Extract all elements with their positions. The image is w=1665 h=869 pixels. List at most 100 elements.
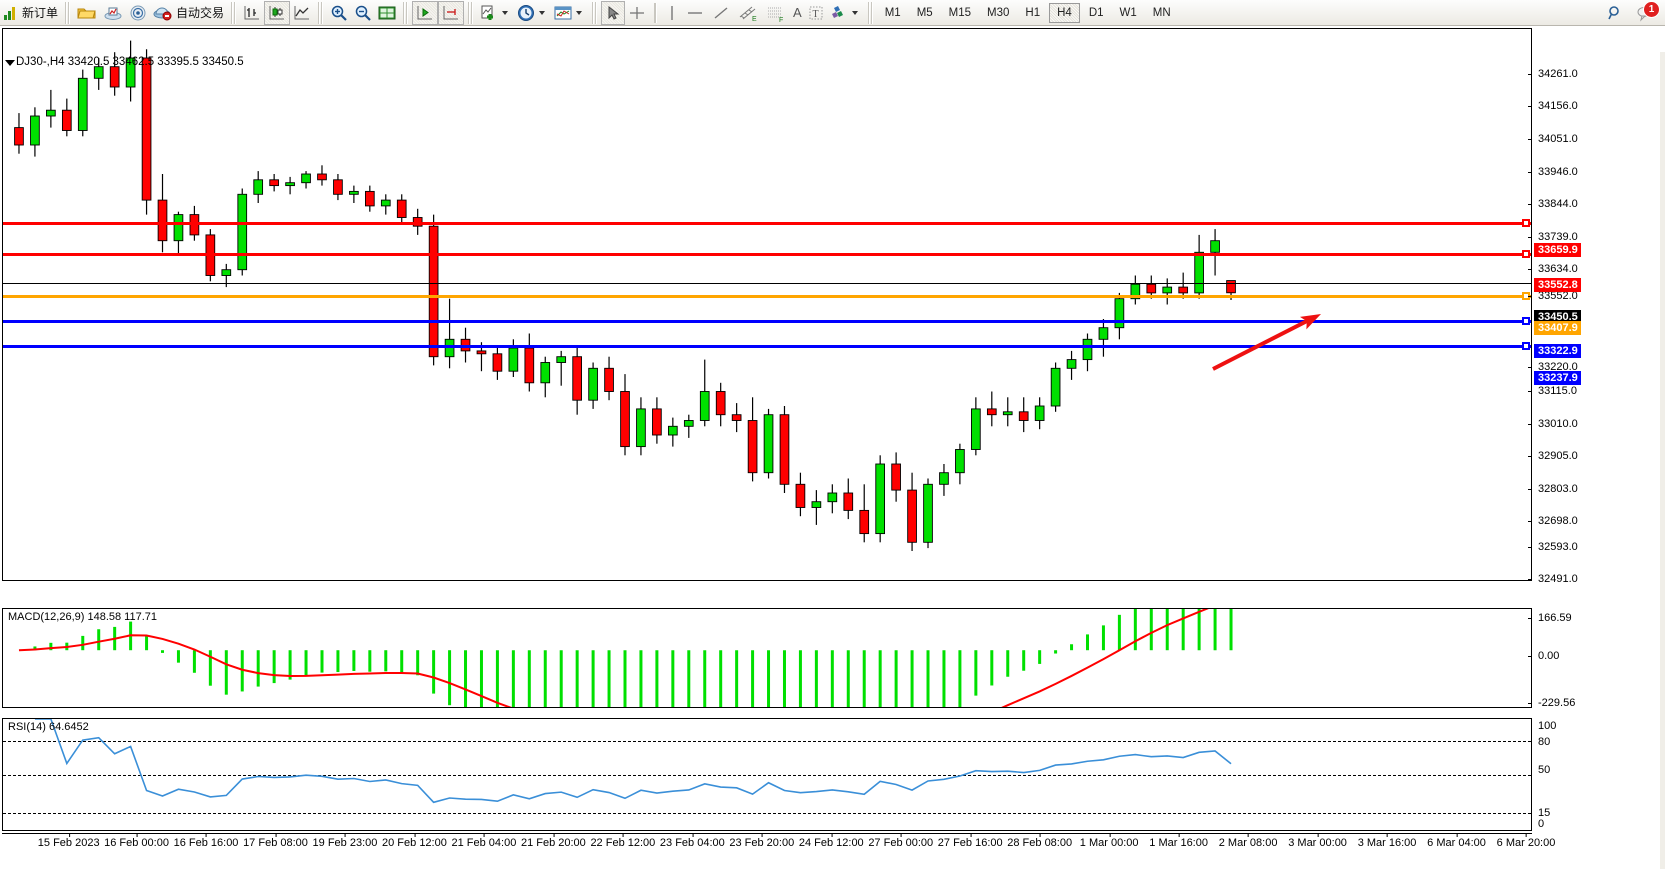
candlestick-chart-button[interactable] — [264, 0, 291, 25]
price-tick: 33844.0 — [1528, 198, 1578, 210]
time-tick: 1 Mar 16:00 — [1149, 833, 1208, 849]
time-tick: 22 Feb 12:00 — [590, 833, 655, 849]
price-scale[interactable]: 34261.0 34156.0 34051.0 33946.0 33844.0 33739… — [1528, 28, 1665, 831]
periods-button[interactable] — [514, 1, 551, 25]
svg-text:T: T — [812, 9, 818, 20]
timeframe-m15[interactable]: M15 — [948, 6, 972, 19]
level-line-resistance-2[interactable] — [3, 253, 1531, 257]
macd-pane[interactable]: MACD(12,26,9) 148.58 117.71 — [2, 608, 1532, 708]
chevron-down-icon-4[interactable] — [851, 10, 858, 15]
time-tick: 3 Mar 00:00 — [1288, 833, 1347, 849]
toolbar-separator-2 — [229, 1, 239, 24]
search-button[interactable] — [1603, 1, 1627, 25]
crosshair-icon — [628, 4, 646, 22]
chart-area[interactable]: DJ30-,H4 33420.5 33462.5 33395.5 33450.5… — [0, 26, 1665, 869]
tile-windows-icon — [378, 5, 396, 21]
time-scale[interactable]: 15 Feb 2023 16 Feb 00:00 16 Feb 16:00 17 Fe… — [2, 833, 1555, 868]
time-tick: 3 Mar 16:00 — [1358, 833, 1416, 849]
level-line-pending-order[interactable] — [3, 295, 1531, 299]
rsi-tick: 80 — [1538, 736, 1551, 748]
level-line-support-1[interactable] — [3, 320, 1531, 324]
chevron-down-icon[interactable] — [502, 10, 509, 15]
vertical-line-button[interactable] — [662, 1, 682, 25]
price-tick: 33552.0 — [1528, 290, 1578, 302]
time-tick: 24 Feb 12:00 — [799, 833, 864, 849]
time-tick: 15 Feb 2023 — [38, 833, 100, 849]
price-tick: 34156.0 — [1528, 100, 1578, 112]
templates-button[interactable] — [551, 1, 588, 25]
chevron-down-icon-3[interactable] — [576, 10, 583, 15]
indicators-button[interactable] — [477, 1, 514, 25]
chart-shift-button[interactable] — [438, 0, 465, 25]
time-tick: 23 Feb 20:00 — [729, 833, 794, 849]
bar-chart-icon — [243, 4, 261, 22]
fibonacci-button[interactable]: F — [762, 1, 790, 25]
price-pane[interactable] — [2, 28, 1532, 581]
profiles-folder-button[interactable] — [74, 1, 100, 25]
auto-trading-label: 自动交易 — [176, 6, 225, 20]
macd-plot — [18, 609, 1233, 707]
auto-scroll-button[interactable] — [412, 0, 439, 25]
timeframe-h4[interactable]: H4 — [1049, 2, 1080, 23]
tile-windows-button[interactable] — [375, 1, 399, 25]
main-toolbar: 新订单 — [0, 0, 1665, 26]
timeframe-mn[interactable]: MN — [1152, 6, 1171, 19]
price-marker-support[interactable]: 33237.9 — [1534, 371, 1581, 385]
price-marker-bid[interactable]: 33450.5 — [1534, 310, 1581, 324]
timeframe-group: M1 M5 M15 M30 H1 H4 D1 W1 MN — [877, 2, 1179, 23]
market-watch-button[interactable] — [100, 1, 126, 25]
chart-shift-icon — [442, 4, 460, 22]
time-tick: 16 Feb 00:00 — [104, 833, 169, 849]
alert-badge: 1 — [1643, 0, 1660, 18]
level-handle-support-2[interactable] — [1522, 341, 1530, 350]
chevron-down-icon-2[interactable] — [539, 10, 546, 15]
level-handle-resistance-2[interactable] — [1522, 250, 1530, 259]
time-tick: 23 Feb 04:00 — [660, 833, 725, 849]
level-line-resistance-1[interactable] — [3, 222, 1531, 226]
macd-tick: 166.59 — [1528, 612, 1572, 624]
equidistant-channel-button[interactable]: E — [734, 1, 762, 25]
toolbar-separator-7 — [654, 2, 658, 23]
zoom-in-button[interactable] — [327, 1, 351, 25]
text-label-button[interactable]: T — [805, 1, 827, 25]
text-button[interactable]: A — [790, 1, 805, 25]
timeframe-m30[interactable]: M30 — [987, 6, 1010, 19]
auto-trading-button[interactable]: 自动交易 — [150, 1, 227, 25]
symbol-ohlc-label: DJ30-,H4 33420.5 33462.5 33395.5 33450.5 — [16, 56, 244, 68]
zoom-out-icon — [354, 4, 372, 22]
timeframe-m1[interactable]: M1 — [884, 6, 901, 19]
vertical-line-icon — [665, 4, 679, 22]
timeframe-h1[interactable]: H1 — [1025, 6, 1041, 19]
level-handle-support-1[interactable] — [1522, 317, 1530, 326]
price-marker-pending[interactable]: 33407.9 — [1534, 321, 1581, 335]
cursor-button[interactable] — [601, 0, 626, 25]
label-icon: T — [808, 5, 824, 21]
price-marker-resistance[interactable]: 33552.8 — [1534, 278, 1581, 292]
timeframe-d1[interactable]: D1 — [1088, 6, 1104, 19]
chart-dropdown-caret-icon[interactable] — [5, 60, 15, 66]
timeframe-w1[interactable]: W1 — [1119, 6, 1137, 19]
level-handle-resistance-1[interactable] — [1522, 219, 1530, 228]
horizontal-line-button[interactable] — [682, 1, 708, 25]
bar-chart-button[interactable] — [240, 1, 264, 25]
trendline-button[interactable] — [708, 1, 734, 25]
rsi-pane[interactable]: RSI(14) 64.6452 — [2, 718, 1532, 831]
connection-status-button[interactable] — [126, 1, 150, 25]
new-order-icon — [3, 5, 19, 21]
macd-tick: 0.00 — [1528, 650, 1559, 662]
toolbar-separator-4 — [401, 1, 411, 24]
alerts-button[interactable]: 1 — [1633, 0, 1660, 25]
timeframe-m5[interactable]: M5 — [916, 6, 933, 19]
new-order-button[interactable]: 新订单 — [0, 1, 61, 25]
level-line-support-2[interactable] — [3, 344, 1531, 348]
auto-scroll-icon — [416, 4, 434, 22]
price-marker-support[interactable]: 33322.9 — [1534, 344, 1581, 358]
line-chart-button[interactable] — [290, 1, 314, 25]
rsi-plot — [34, 719, 1232, 804]
objects-list-button[interactable] — [827, 1, 864, 25]
price-marker-resistance[interactable]: 33659.9 — [1534, 243, 1581, 257]
rsi-label: RSI(14) 64.6452 — [8, 721, 89, 733]
crosshair-button[interactable] — [625, 1, 649, 25]
level-line-bid-line[interactable] — [3, 283, 1531, 285]
zoom-out-button[interactable] — [351, 1, 375, 25]
